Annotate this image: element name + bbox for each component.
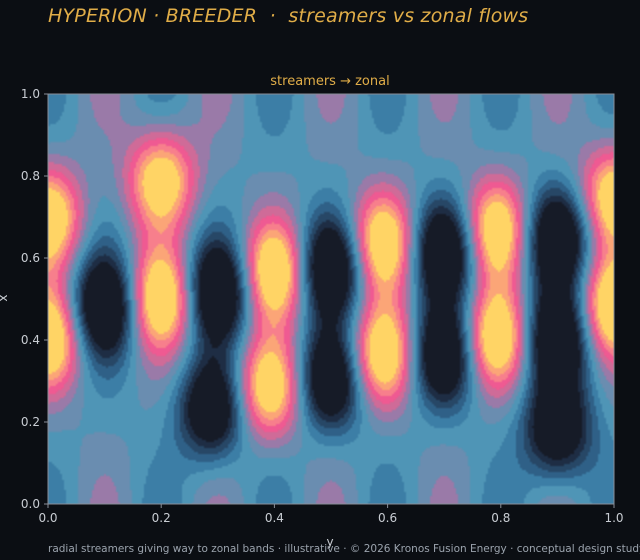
y-tick-label: 0.6 (21, 251, 40, 265)
x-tick-label: 1.0 (604, 511, 623, 525)
y-tick-label: 1.0 (21, 87, 40, 101)
y-tick-label: 0.4 (21, 333, 40, 347)
x-tick-label: 0.4 (265, 511, 284, 525)
y-axis-label: x (0, 294, 10, 301)
x-tick-label: 0.6 (378, 511, 397, 525)
axes: 0.0 0.2 0.4 0.6 0.8 1.0 0.0 0.2 0.4 0.6 0.8 1.0 (21, 87, 624, 525)
chart-title: streamers → zonal (270, 74, 389, 89)
y-tick-label: 0.0 (21, 497, 40, 511)
x-tick-label: 0.8 (491, 511, 510, 525)
x-tick-label: 0.2 (152, 511, 171, 525)
heatmap-field (48, 94, 614, 504)
footer-caption: radial streamers giving way to zonal ban… (48, 543, 640, 555)
y-tick-label: 0.2 (21, 415, 40, 429)
x-tick-label: 0.0 (38, 511, 57, 525)
plot-area (48, 94, 614, 504)
x-axis-label: y (326, 535, 333, 549)
figure-title: HYPERION · BREEDER · streamers vs zonal … (48, 5, 529, 27)
plot-frame (47, 93, 615, 505)
y-tick-label: 0.8 (21, 169, 40, 183)
